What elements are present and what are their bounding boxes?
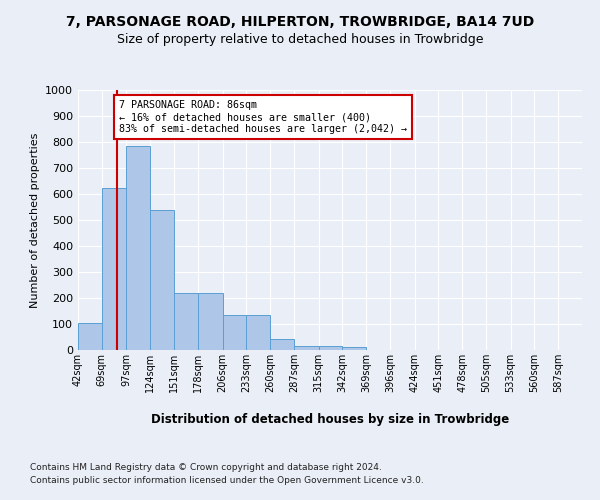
Bar bbox=[102, 188, 127, 350]
Bar bbox=[223, 315, 246, 350]
Text: 7 PARSONAGE ROAD: 86sqm
← 16% of detached houses are smaller (400)
83% of semi-d: 7 PARSONAGE ROAD: 86sqm ← 16% of detache… bbox=[119, 100, 407, 134]
Bar bbox=[270, 339, 294, 350]
Y-axis label: Number of detached properties: Number of detached properties bbox=[29, 132, 40, 308]
Text: Size of property relative to detached houses in Trowbridge: Size of property relative to detached ho… bbox=[117, 34, 483, 46]
Bar bbox=[319, 346, 343, 350]
Bar bbox=[294, 346, 319, 350]
Text: Contains HM Land Registry data © Crown copyright and database right 2024.: Contains HM Land Registry data © Crown c… bbox=[30, 462, 382, 471]
Bar bbox=[78, 323, 102, 350]
Bar bbox=[127, 146, 150, 350]
Bar bbox=[246, 315, 270, 350]
Text: 7, PARSONAGE ROAD, HILPERTON, TROWBRIDGE, BA14 7UD: 7, PARSONAGE ROAD, HILPERTON, TROWBRIDGE… bbox=[66, 16, 534, 30]
Bar bbox=[150, 210, 174, 350]
Bar bbox=[174, 293, 198, 350]
Text: Contains public sector information licensed under the Open Government Licence v3: Contains public sector information licen… bbox=[30, 476, 424, 485]
Text: Distribution of detached houses by size in Trowbridge: Distribution of detached houses by size … bbox=[151, 412, 509, 426]
Bar bbox=[343, 348, 366, 350]
Bar bbox=[198, 293, 223, 350]
